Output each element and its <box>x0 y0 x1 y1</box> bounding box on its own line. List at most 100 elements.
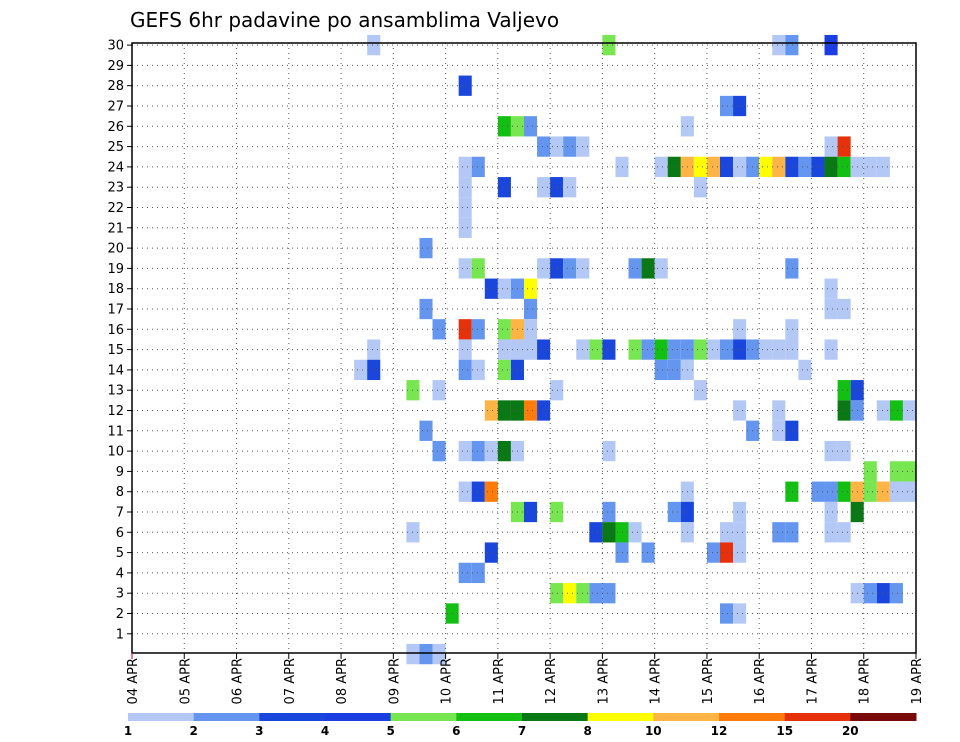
precip-cell <box>537 400 551 421</box>
precip-cell <box>471 319 485 340</box>
y-tick-label: 18 <box>107 282 124 297</box>
precip-cell <box>837 156 851 178</box>
x-tick-label: 10 APR <box>440 658 455 704</box>
y-tick-label: 17 <box>107 303 124 318</box>
precip-cell <box>458 562 472 584</box>
precip-cell <box>484 481 498 502</box>
colorbar-label: 1 <box>124 724 132 738</box>
y-tick-label: 3 <box>116 587 124 602</box>
precip-cell <box>772 34 786 56</box>
precip-cell <box>471 562 485 584</box>
precip-cell <box>484 400 498 421</box>
precip-cell <box>497 400 511 421</box>
precip-cell <box>550 177 564 198</box>
colorbar-swatch <box>259 713 326 721</box>
precip-cell <box>471 440 485 462</box>
precip-cell <box>419 643 433 665</box>
x-tick-label: 06 APR <box>231 658 246 704</box>
colorbar-swatch <box>325 713 392 721</box>
precip-cell <box>824 440 838 462</box>
precip-cell <box>772 156 786 178</box>
precip-cell <box>654 156 668 178</box>
precip-cell <box>720 95 734 117</box>
precip-cell <box>824 34 838 56</box>
y-tick-label: 12 <box>107 404 124 419</box>
precip-cell <box>524 116 538 137</box>
precip-cell <box>602 34 616 56</box>
precip-cell <box>863 156 877 178</box>
colorbar-label: 4 <box>321 724 329 738</box>
precip-cell <box>458 197 472 218</box>
y-tick-label: 20 <box>107 242 124 257</box>
grid-layer <box>132 43 916 653</box>
precip-cell <box>458 217 472 238</box>
x-tick-label: 12 APR <box>544 658 559 704</box>
precip-cell <box>785 481 799 502</box>
precip-cell <box>863 481 877 502</box>
precip-cell <box>602 339 616 360</box>
precip-cell <box>458 177 472 198</box>
precip-cell <box>654 339 668 360</box>
precip-cell <box>837 136 851 157</box>
precip-cell <box>837 298 851 320</box>
precip-cell <box>537 258 551 279</box>
precip-cell <box>785 319 799 340</box>
precip-cell <box>889 481 903 502</box>
y-tick-label: 9 <box>116 465 124 480</box>
precip-cell <box>824 522 838 543</box>
y-tick-label: 27 <box>107 100 124 115</box>
precip-cell <box>524 339 538 360</box>
precip-cell <box>706 156 720 178</box>
precip-cell <box>524 319 538 340</box>
y-tick-label: 25 <box>107 140 124 155</box>
precip-cell <box>367 339 381 360</box>
precip-cell <box>654 258 668 279</box>
y-tick-label: 1 <box>116 627 124 642</box>
precip-cell <box>667 501 681 523</box>
precip-cell <box>367 34 381 56</box>
precip-cell <box>667 156 681 178</box>
precip-cell <box>432 643 446 665</box>
precip-cell <box>772 522 786 543</box>
precip-cell <box>706 339 720 360</box>
precip-cell <box>589 339 603 360</box>
colorbar-label: 2 <box>190 724 198 738</box>
precip-cell <box>863 583 877 604</box>
precip-cell <box>720 339 734 360</box>
precip-cell <box>497 339 511 360</box>
colorbar-swatch <box>850 713 917 721</box>
y-tick-label: 26 <box>107 120 124 135</box>
precip-cell <box>824 278 838 299</box>
precip-cell <box>563 177 577 198</box>
colorbar-swatch <box>193 713 260 721</box>
precip-cell <box>458 258 472 279</box>
precip-cell <box>589 583 603 604</box>
precip-cell <box>537 177 551 198</box>
colorbar-swatch <box>128 713 195 721</box>
precip-cell <box>798 359 812 381</box>
precip-cell <box>720 156 734 178</box>
precip-cell <box>641 258 655 279</box>
colorbar-label: 5 <box>387 724 395 738</box>
precip-cell <box>667 339 681 360</box>
y-tick-label: 7 <box>116 506 124 521</box>
colorbar-label: 12 <box>711 724 728 738</box>
precip-cell <box>563 136 577 157</box>
y-tick-label: 11 <box>107 424 124 439</box>
x-tick-label: 18 APR <box>858 658 873 704</box>
precip-cell <box>837 440 851 462</box>
precip-cell <box>471 258 485 279</box>
precip-cell <box>563 258 577 279</box>
precip-cell <box>589 522 603 543</box>
precip-cell <box>432 440 446 462</box>
precip-cell <box>419 237 433 259</box>
x-tick-label: 17 APR <box>806 658 821 704</box>
precip-cell <box>419 298 433 320</box>
precip-cell <box>889 400 903 421</box>
x-tick-label: 11 APR <box>492 658 507 704</box>
precip-cell <box>484 440 498 462</box>
precip-cell <box>785 156 799 178</box>
colorbar-label: 10 <box>645 724 662 738</box>
colorbar-label: 8 <box>584 724 592 738</box>
y-tick-label: 14 <box>107 363 124 378</box>
